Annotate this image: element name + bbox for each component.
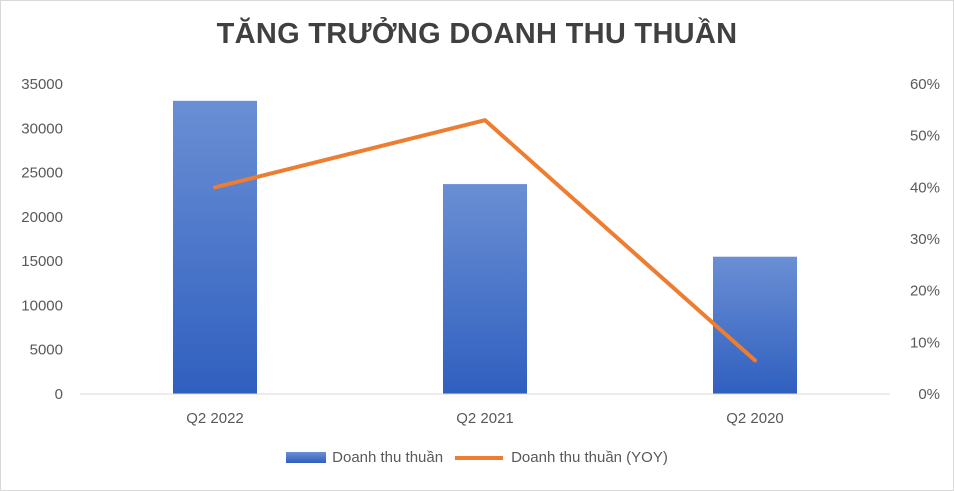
legend-swatch-bar — [286, 452, 327, 463]
legend: Doanh thu thuần Doanh thu thuần (YOY) — [0, 449, 954, 466]
left-tick-label: 30000 — [21, 120, 63, 137]
left-tick-label: 0 — [55, 386, 63, 403]
legend-label-line: Doanh thu thuần (YOY) — [511, 449, 668, 466]
bar-series — [173, 100, 797, 394]
chart-title: TĂNG TRƯỞNG DOANH THU THUẦN — [216, 18, 738, 50]
category-tick-label: Q2 2021 — [456, 410, 514, 427]
category-axis: Q2 2022 Q2 2021 Q2 2020 — [186, 410, 784, 427]
left-tick-label: 10000 — [21, 297, 63, 314]
right-tick-label: 60% — [910, 76, 940, 93]
bar — [713, 256, 797, 394]
legend-item-bar: Doanh thu thuần — [286, 449, 443, 466]
line-series — [213, 118, 757, 363]
right-axis: 0% 10% 20% 30% 40% 50% 60% — [910, 76, 940, 403]
bar — [443, 184, 527, 394]
yoy-line — [213, 118, 757, 363]
right-tick-label: 20% — [910, 283, 940, 300]
left-tick-label: 25000 — [21, 165, 63, 182]
left-axis: 0 5000 10000 15000 20000 25000 30000 35000 — [21, 76, 63, 403]
category-tick-label: Q2 2022 — [186, 410, 244, 427]
bar — [173, 100, 257, 394]
legend-swatch-line — [455, 455, 504, 460]
right-tick-label: 50% — [910, 128, 940, 145]
left-tick-label: 15000 — [21, 253, 63, 270]
left-tick-label: 20000 — [21, 209, 63, 226]
left-tick-label: 35000 — [21, 76, 63, 93]
right-tick-label: 30% — [910, 231, 940, 248]
right-tick-label: 40% — [910, 179, 940, 196]
right-tick-label: 0% — [918, 386, 940, 403]
legend-item-line: Doanh thu thuần (YOY) — [455, 449, 668, 466]
left-tick-label: 5000 — [30, 342, 63, 359]
legend-label-bar: Doanh thu thuần — [332, 449, 444, 466]
right-tick-label: 10% — [910, 334, 940, 351]
category-tick-label: Q2 2020 — [726, 410, 784, 427]
